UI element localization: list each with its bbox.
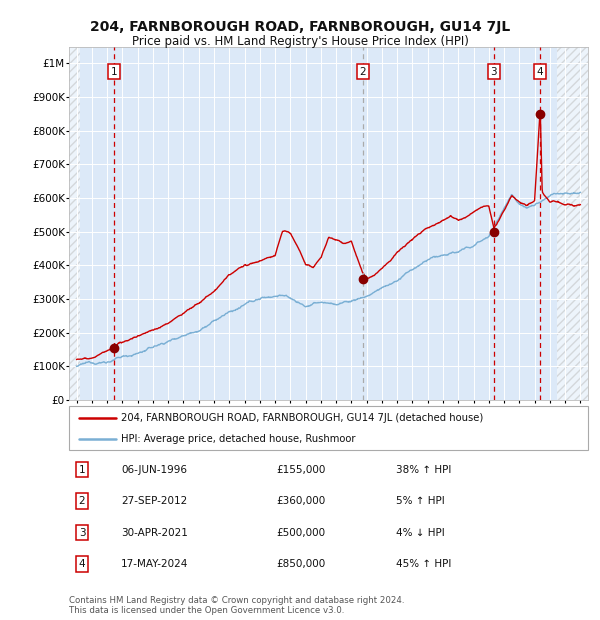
Text: 4% ↓ HPI: 4% ↓ HPI <box>396 528 445 538</box>
Text: £155,000: £155,000 <box>277 464 326 474</box>
Text: 45% ↑ HPI: 45% ↑ HPI <box>396 559 451 569</box>
Text: £850,000: £850,000 <box>277 559 326 569</box>
Text: 1: 1 <box>110 67 117 77</box>
Text: 2: 2 <box>79 496 85 506</box>
Text: 30-APR-2021: 30-APR-2021 <box>121 528 188 538</box>
Text: 1: 1 <box>79 464 85 474</box>
Text: Contains HM Land Registry data © Crown copyright and database right 2024.
This d: Contains HM Land Registry data © Crown c… <box>69 596 404 615</box>
Text: 4: 4 <box>537 67 544 77</box>
Text: 4: 4 <box>79 559 85 569</box>
Text: 3: 3 <box>491 67 497 77</box>
Text: 3: 3 <box>79 528 85 538</box>
Text: HPI: Average price, detached house, Rushmoor: HPI: Average price, detached house, Rush… <box>121 433 355 444</box>
Text: 06-JUN-1996: 06-JUN-1996 <box>121 464 187 474</box>
Text: 2: 2 <box>359 67 366 77</box>
Text: £500,000: £500,000 <box>277 528 326 538</box>
Text: 27-SEP-2012: 27-SEP-2012 <box>121 496 187 506</box>
Text: 17-MAY-2024: 17-MAY-2024 <box>121 559 188 569</box>
Text: 204, FARNBOROUGH ROAD, FARNBOROUGH, GU14 7JL (detached house): 204, FARNBOROUGH ROAD, FARNBOROUGH, GU14… <box>121 413 483 423</box>
Text: 204, FARNBOROUGH ROAD, FARNBOROUGH, GU14 7JL: 204, FARNBOROUGH ROAD, FARNBOROUGH, GU14… <box>90 20 510 34</box>
Text: 38% ↑ HPI: 38% ↑ HPI <box>396 464 451 474</box>
Text: Price paid vs. HM Land Registry's House Price Index (HPI): Price paid vs. HM Land Registry's House … <box>131 35 469 48</box>
Text: 5% ↑ HPI: 5% ↑ HPI <box>396 496 445 506</box>
Text: £360,000: £360,000 <box>277 496 326 506</box>
